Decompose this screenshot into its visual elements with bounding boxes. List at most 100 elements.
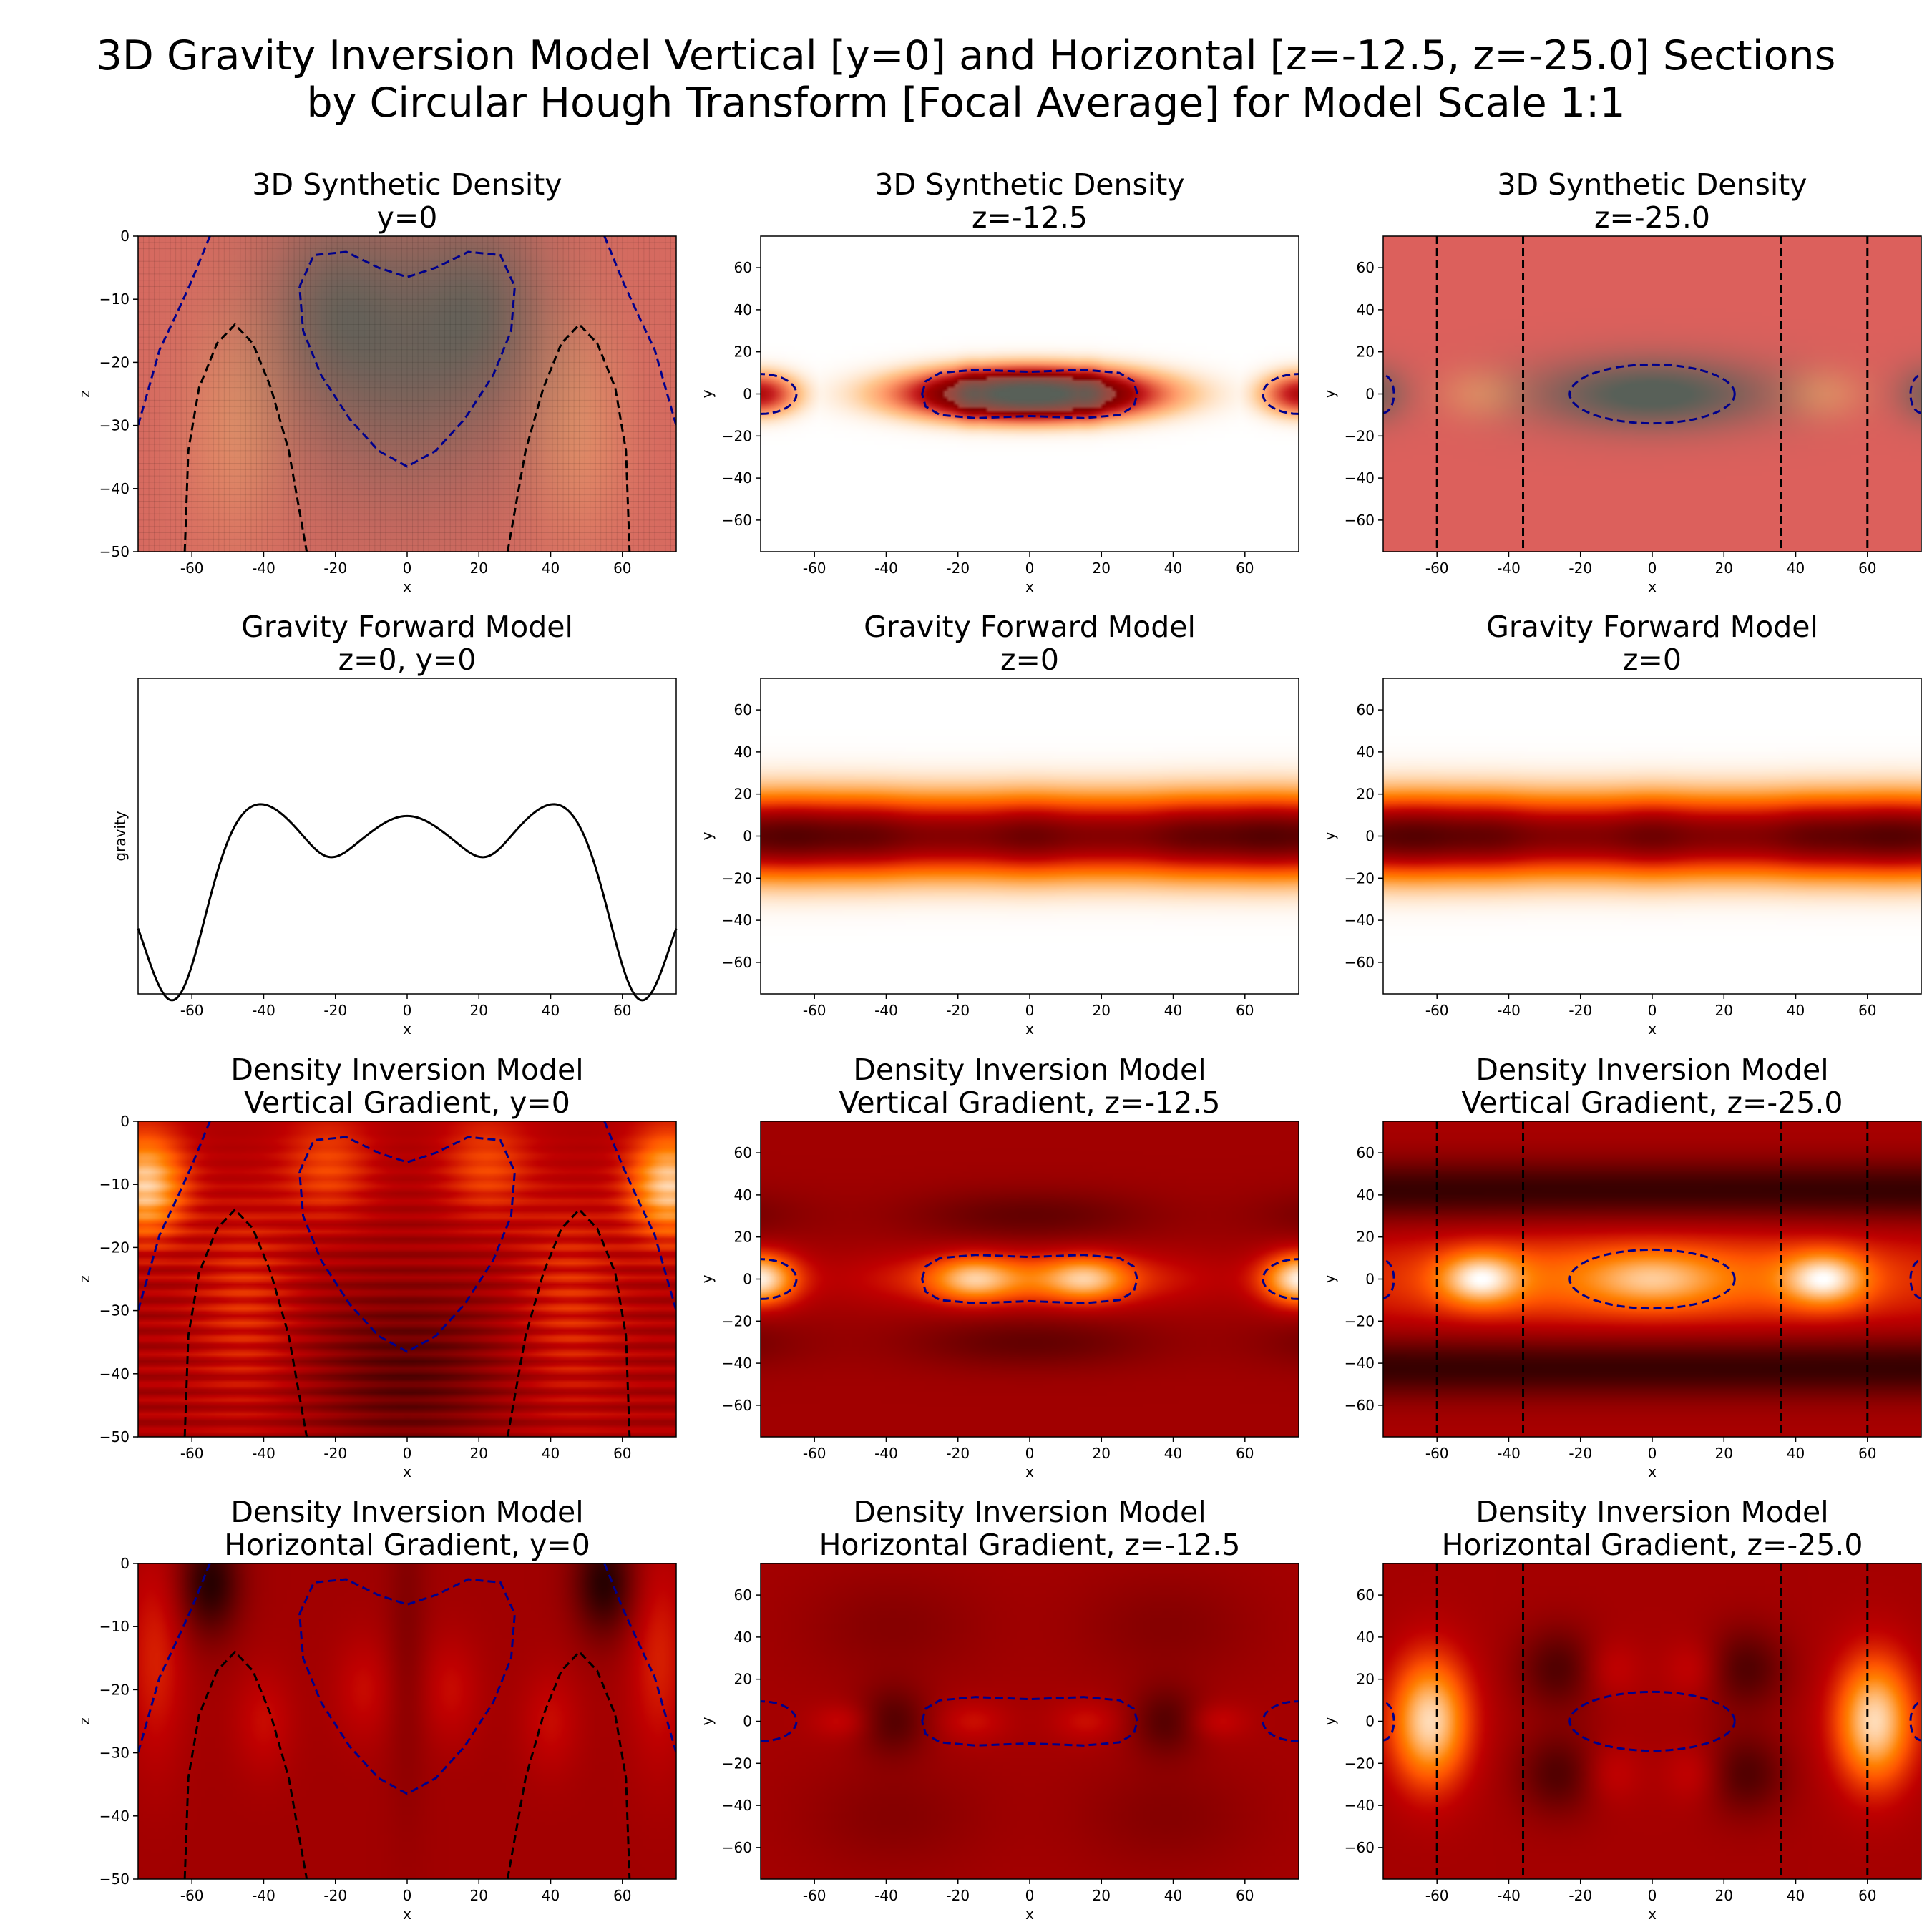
x-tick-label: 20	[470, 1887, 488, 1904]
x-tick-label: -40	[874, 1002, 898, 1019]
x-tick-label: -40	[1497, 1445, 1521, 1462]
x-tick-label: 60	[613, 560, 631, 577]
x-tick-label: -20	[946, 1445, 970, 1462]
y-tick-label: 0	[120, 1555, 130, 1572]
y-tick-label: −20	[99, 353, 130, 371]
x-tick-label: 60	[1236, 1002, 1254, 1019]
y-tick-label: −10	[99, 291, 130, 308]
plot-frame	[137, 678, 677, 995]
x-tick-label: 0	[1648, 560, 1657, 577]
contour-group	[138, 236, 676, 552]
y-tick-label: 0	[743, 1713, 752, 1730]
y-axis-label: z	[76, 1717, 93, 1725]
x-axis-label: x	[403, 578, 411, 595]
y-tick-label: 40	[734, 301, 752, 318]
heatmap-image	[138, 236, 676, 552]
x-tick-label: -60	[803, 1887, 826, 1904]
x-tick-label: 40	[1787, 1445, 1805, 1462]
panel-title: Density Inversion Model	[1475, 1053, 1828, 1087]
contour-positive	[1568, 1690, 1736, 1752]
y-tick-label: −40	[1345, 469, 1375, 487]
contour-positive	[138, 1121, 211, 1312]
x-tick-label: 40	[542, 1445, 560, 1462]
y-tick-label: −40	[1345, 912, 1375, 929]
x-tick-label: 0	[1648, 1887, 1657, 1904]
x-axis-label: x	[1648, 1020, 1657, 1038]
panel-title: 3D Synthetic Density	[252, 167, 562, 202]
x-tick-label: 20	[470, 1445, 488, 1462]
y-tick-label: −60	[722, 512, 752, 529]
y-tick-label: 60	[1357, 1586, 1375, 1604]
y-tick-label: −60	[722, 954, 752, 971]
y-axis-label: y	[1321, 1717, 1338, 1725]
contour-positive	[1383, 1259, 1395, 1299]
contour-negative	[183, 1650, 308, 1879]
y-axis-label: y	[698, 389, 716, 398]
contour-positive	[1568, 363, 1736, 425]
panel-subtitle: Vertical Gradient, y=0	[244, 1085, 570, 1120]
x-tick-label: 20	[1093, 1002, 1111, 1019]
y-tick-label: −20	[722, 1755, 752, 1772]
heatmap-image	[1383, 1563, 1921, 1879]
y-tick-label: 40	[734, 1629, 752, 1646]
x-tick-label: 40	[1164, 560, 1182, 577]
heatmap-image	[1383, 1121, 1921, 1437]
panel-title: Gravity Forward Model	[241, 610, 573, 644]
contour-positive	[921, 1254, 1138, 1304]
panel-title: Gravity Forward Model	[864, 610, 1196, 644]
x-tick-label: -40	[874, 1887, 898, 1904]
x-tick-label: -40	[874, 1445, 898, 1462]
contour-group	[1383, 236, 1921, 552]
y-tick-label: −40	[1345, 1355, 1375, 1372]
contour-positive	[603, 236, 676, 426]
contour-negative	[506, 323, 631, 552]
y-tick-label: −40	[99, 1365, 130, 1382]
x-axis-label: x	[403, 1906, 411, 1923]
x-tick-label: 60	[1858, 1445, 1876, 1462]
x-tick-label: 20	[1715, 1002, 1733, 1019]
contour-positive	[1383, 1701, 1395, 1742]
y-tick-label: −60	[1345, 1397, 1375, 1414]
y-tick-label: −40	[722, 912, 752, 929]
y-tick-label: 20	[734, 343, 752, 361]
y-tick-label: −10	[99, 1176, 130, 1193]
y-axis-label: y	[1321, 1274, 1338, 1283]
y-tick-label: 40	[1357, 1186, 1375, 1204]
contour-negative	[183, 323, 308, 552]
y-tick-label: −60	[1345, 954, 1375, 971]
x-axis-label: x	[1648, 1463, 1657, 1480]
y-axis-label: y	[698, 831, 716, 840]
x-tick-label: 0	[403, 1887, 412, 1904]
x-tick-label: 0	[1025, 1445, 1035, 1462]
x-tick-label: -40	[874, 560, 898, 577]
x-tick-label: -40	[1497, 1002, 1521, 1019]
contour-group	[1383, 1563, 1921, 1879]
panel-title: 3D Synthetic Density	[874, 167, 1184, 202]
x-tick-label: -20	[1568, 560, 1592, 577]
x-tick-label: 40	[1787, 560, 1805, 577]
contour-positive	[603, 1121, 676, 1312]
x-tick-label: -20	[323, 1002, 347, 1019]
y-tick-label: −50	[99, 1428, 130, 1445]
y-tick-label: 0	[1365, 1271, 1375, 1288]
x-tick-label: -60	[180, 560, 204, 577]
x-tick-label: 60	[1858, 560, 1876, 577]
x-tick-label: -60	[1425, 560, 1449, 577]
y-tick-label: −40	[722, 1355, 752, 1372]
x-tick-label: -40	[1497, 1887, 1521, 1904]
y-tick-label: 60	[1357, 701, 1375, 718]
y-axis-label: y	[1321, 831, 1338, 840]
y-tick-label: −20	[1345, 1312, 1375, 1330]
y-tick-label: −60	[1345, 512, 1375, 529]
y-tick-label: −30	[99, 417, 130, 434]
x-tick-label: -60	[1425, 1445, 1449, 1462]
contour-positive	[138, 236, 211, 426]
contour-positive	[298, 1578, 516, 1795]
y-tick-label: 0	[743, 1271, 752, 1288]
x-axis-label: x	[1648, 578, 1657, 595]
y-tick-label: 20	[1357, 343, 1375, 361]
contour-positive	[1262, 1258, 1299, 1300]
